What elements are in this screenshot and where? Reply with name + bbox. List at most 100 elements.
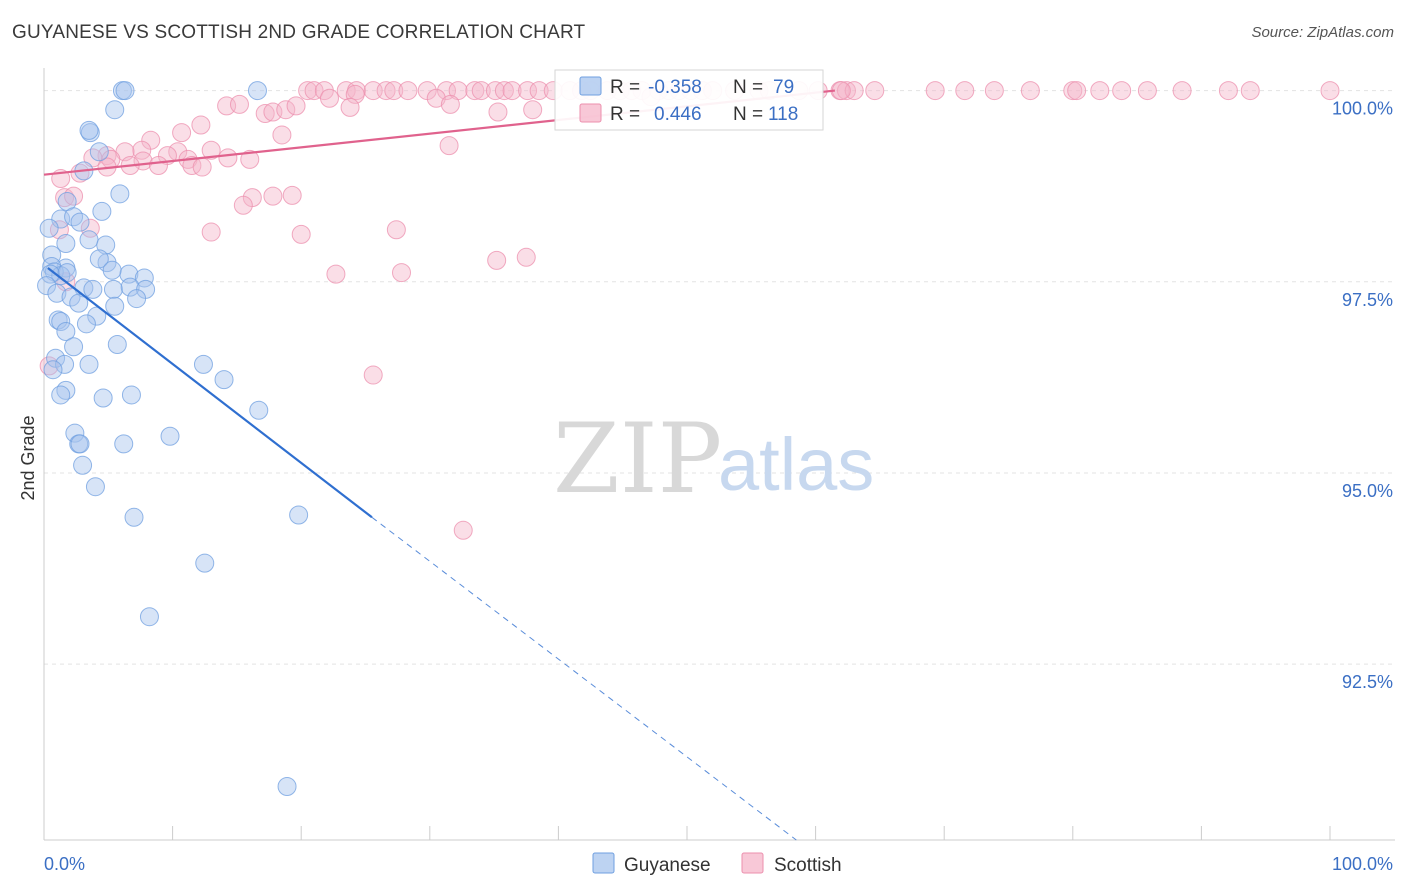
point-guyanese xyxy=(120,277,140,297)
legend-swatch-guyanese xyxy=(579,76,602,96)
point-scottish xyxy=(955,81,975,101)
point-guyanese xyxy=(249,400,269,420)
point-guyanese xyxy=(40,264,60,284)
point-guyanese xyxy=(92,201,112,221)
point-scottish xyxy=(518,81,538,101)
point-scottish xyxy=(487,250,507,270)
point-scottish xyxy=(836,81,856,101)
point-scottish xyxy=(201,140,221,160)
point-guyanese xyxy=(43,360,63,380)
point-scottish xyxy=(523,100,543,120)
legend-n-value-guyanese: 79 xyxy=(773,77,794,98)
gridlines xyxy=(44,90,1395,665)
point-guyanese xyxy=(70,212,90,232)
x-tick-label-max: 100.0% xyxy=(1332,854,1393,874)
point-scottish xyxy=(376,81,396,101)
point-guyanese xyxy=(195,553,215,573)
point-guyanese xyxy=(105,100,125,120)
point-scottish xyxy=(298,81,318,101)
point-guyanese xyxy=(107,334,127,354)
point-guyanese xyxy=(114,434,134,454)
point-guyanese xyxy=(69,293,89,313)
point-scottish xyxy=(191,115,211,135)
point-guyanese xyxy=(103,279,123,299)
series-legend: Guyanese Scottish xyxy=(592,852,842,876)
point-guyanese xyxy=(64,337,84,357)
point-guyanese xyxy=(127,289,147,309)
point-guyanese xyxy=(289,505,309,525)
point-guyanese xyxy=(56,234,76,254)
point-guyanese xyxy=(79,230,99,250)
legend-n-value-scottish: 118 xyxy=(768,104,798,125)
point-scottish xyxy=(426,88,446,108)
y-axis-title: 2nd Grade xyxy=(18,415,38,500)
point-scottish xyxy=(516,247,536,267)
point-scottish xyxy=(255,104,275,124)
point-scottish xyxy=(1137,81,1157,101)
point-guyanese xyxy=(76,314,96,334)
point-scottish xyxy=(398,81,418,101)
point-scottish xyxy=(233,195,253,215)
point-scottish xyxy=(1172,81,1192,101)
point-scottish xyxy=(386,220,406,240)
legend-swatch-scottish xyxy=(579,103,602,123)
point-scottish xyxy=(465,81,485,101)
point-guyanese xyxy=(79,354,99,374)
point-scottish xyxy=(272,125,292,145)
bottom-legend-swatch-guyanese xyxy=(592,852,615,874)
legend-r-value-guyanese: -0.358 xyxy=(648,77,702,98)
point-guyanese xyxy=(89,249,109,269)
point-scottish xyxy=(439,136,459,156)
point-guyanese xyxy=(70,434,90,454)
point-scottish xyxy=(392,263,412,283)
point-guyanese xyxy=(47,283,67,303)
y-tick-label: 100.0% xyxy=(1332,99,1393,119)
point-scottish xyxy=(39,356,59,376)
legend-n-label-scottish: N = xyxy=(733,104,763,125)
point-guyanese xyxy=(51,312,71,332)
point-scottish xyxy=(263,186,283,206)
point-guyanese xyxy=(139,607,159,627)
point-guyanese xyxy=(102,260,122,280)
point-guyanese xyxy=(124,507,144,527)
watermark: ZIP atlas xyxy=(553,403,874,515)
point-guyanese xyxy=(89,142,109,162)
point-guyanese xyxy=(55,354,75,374)
legend-r-label-guyanese: R = xyxy=(610,77,640,98)
point-scottish xyxy=(1320,81,1340,101)
point-scottish xyxy=(240,149,260,169)
legend-r-value-scottish: 0.446 xyxy=(654,104,702,125)
point-guyanese xyxy=(73,455,93,475)
point-scottish xyxy=(132,140,152,160)
point-scottish xyxy=(502,81,522,101)
point-guyanese xyxy=(42,245,62,265)
point-scottish xyxy=(453,520,473,540)
legend-r-label-scottish: R = xyxy=(610,104,640,125)
point-scottish xyxy=(865,81,885,101)
point-scottish xyxy=(1240,81,1260,101)
point-scottish xyxy=(1112,81,1132,101)
point-guyanese xyxy=(56,321,76,341)
point-scottish xyxy=(319,88,339,108)
point-guyanese xyxy=(105,296,125,316)
point-guyanese xyxy=(247,81,267,101)
point-scottish xyxy=(1218,81,1238,101)
point-scottish xyxy=(529,81,549,101)
point-scottish xyxy=(291,224,311,244)
point-scottish xyxy=(182,156,202,176)
point-scottish xyxy=(201,222,221,242)
bottom-legend-swatch-scottish xyxy=(741,852,764,874)
point-guyanese xyxy=(79,120,99,140)
axes: 100.0% 97.5% 95.0% 92.5% 0.0% 100.0% 2nd Grade xyxy=(18,68,1395,874)
point-scottish xyxy=(984,81,1004,101)
point-guyanese xyxy=(51,385,71,405)
point-guyanese xyxy=(214,370,234,390)
point-scottish xyxy=(326,264,346,284)
stats-legend: R = -0.358 N = 79 R = 0.446 N = 118 xyxy=(554,69,824,131)
watermark-zip: ZIP xyxy=(553,403,722,515)
point-scottish xyxy=(282,185,302,205)
point-scottish xyxy=(384,81,404,101)
point-scottish xyxy=(218,148,238,168)
point-guyanese xyxy=(193,354,213,374)
